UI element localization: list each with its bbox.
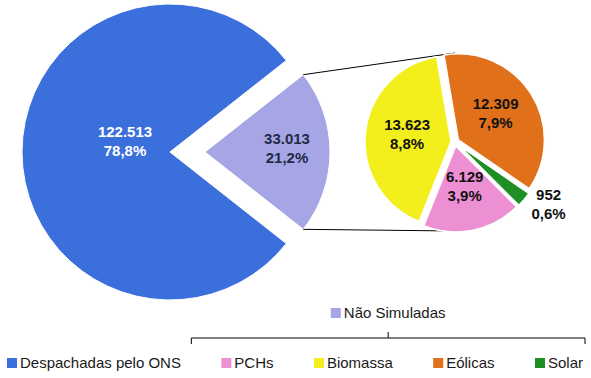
pie-slice — [444, 54, 544, 189]
legend-label: Despachadas pelo ONS — [20, 354, 181, 371]
pie-slice — [365, 57, 451, 222]
pie-slice — [205, 75, 330, 230]
data-label: 13.623 8,8% — [384, 116, 430, 152]
data-label: 6.129 3,9% — [446, 168, 484, 204]
legend-swatch — [331, 308, 341, 318]
legend-label: PCHs — [234, 354, 273, 371]
data-label: 122.513 78,8% — [98, 123, 152, 159]
legend-label: Solar — [548, 354, 583, 371]
data-label-percent: 3,9% — [448, 187, 482, 204]
data-label-percent: 8,8% — [390, 135, 424, 152]
main-pie — [22, 4, 330, 300]
data-label: 952 0,6% — [531, 186, 565, 222]
legend-swatch — [221, 358, 231, 368]
data-label-value: 12.309 — [473, 95, 519, 112]
chart-canvas: 122.513 78,8% 33.013 21,2% 6.129 3,9% 13.623 8,… — [0, 0, 591, 378]
legend-swatch — [535, 358, 545, 368]
data-label-value: 13.623 — [384, 116, 430, 133]
legend-bracket — [191, 332, 585, 344]
legend-swatch — [314, 358, 324, 368]
connector-line — [303, 229, 455, 231]
legend-swatch — [7, 358, 17, 368]
data-label: 12.309 7,9% — [473, 95, 519, 131]
data-label-percent: 78,8% — [104, 142, 147, 159]
data-label: 33.013 21,2% — [264, 130, 310, 166]
data-label-value: 33.013 — [264, 130, 310, 147]
legend-label: Biomassa — [327, 354, 394, 371]
secondary-pie — [365, 54, 544, 232]
data-label-percent: 7,9% — [479, 114, 513, 131]
data-label-value: 952 — [536, 186, 561, 203]
data-label-percent: 0,6% — [531, 205, 565, 222]
legend-swatch — [433, 358, 443, 368]
data-label-percent: 21,2% — [266, 149, 309, 166]
legend-label: Não Simuladas — [344, 304, 446, 321]
legend-label: Eólicas — [446, 354, 494, 371]
data-label-value: 122.513 — [98, 123, 152, 140]
legend: Despachadas pelo ONS PCHs Biomassa Eólicas S… — [7, 304, 585, 371]
data-label-value: 6.129 — [446, 168, 484, 185]
